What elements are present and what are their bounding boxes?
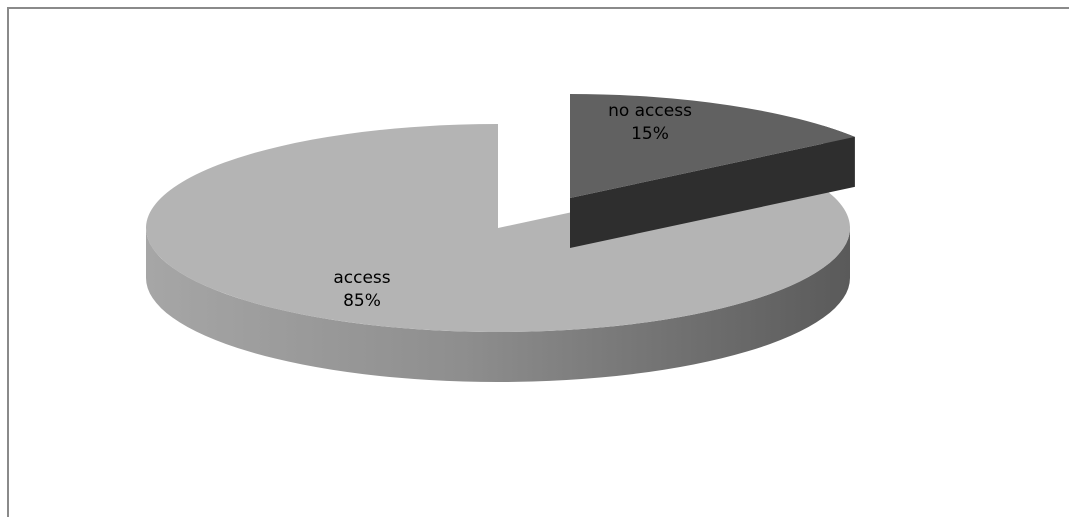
slice-access-top <box>145 124 850 332</box>
slice-no-access-percent: 15% <box>631 124 669 144</box>
slice-access: access 85% <box>145 124 850 382</box>
slice-no-access-inner-face <box>570 136 855 248</box>
slice-access-label: access <box>333 268 390 288</box>
slice-no-access-label: no access <box>608 101 692 121</box>
slice-access-percent: 85% <box>343 291 381 311</box>
chart-frame <box>7 7 1069 517</box>
slice-no-access-top <box>570 94 855 198</box>
slice-access-side <box>146 228 850 382</box>
slice-no-access: no access 15% <box>570 94 855 248</box>
